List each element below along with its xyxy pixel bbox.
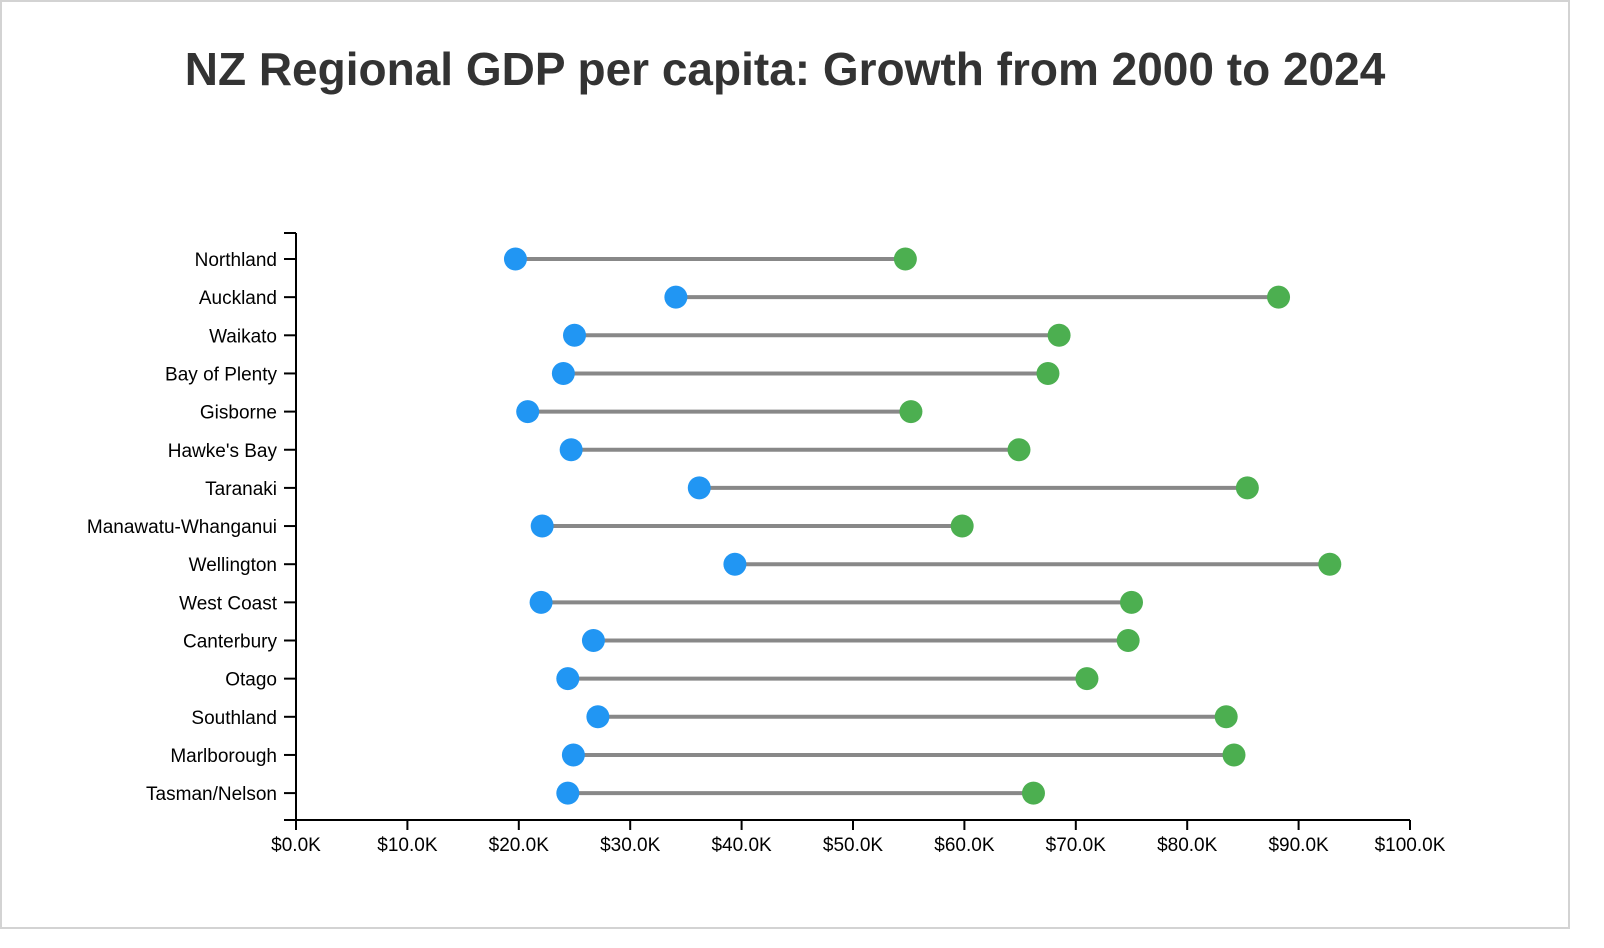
x-tick-label: $50.0K [823, 835, 884, 856]
end-point [1222, 743, 1246, 767]
start-point [503, 247, 527, 271]
y-tick-label: Otago [225, 670, 277, 691]
start-point [516, 400, 540, 424]
start-point [556, 667, 580, 691]
y-tick-label: Canterbury [183, 632, 277, 653]
end-point [950, 514, 974, 538]
end-point [1116, 629, 1140, 652]
x-tick-label: $10.0K [377, 835, 438, 856]
start-point [530, 514, 554, 538]
end-point [1036, 361, 1060, 385]
end-point [1047, 323, 1071, 347]
start-point [551, 361, 575, 385]
start-point [563, 323, 586, 347]
x-tick-label: $0.0K [271, 835, 321, 856]
end-point [893, 247, 917, 271]
end-point [1235, 476, 1259, 500]
x-tick-label: $90.0K [1268, 835, 1329, 856]
y-tick-label: Waikato [209, 326, 277, 347]
y-tick-label: Marlborough [170, 746, 277, 767]
y-tick-label: Southland [191, 708, 277, 729]
start-point [559, 438, 583, 462]
chart-marks [503, 247, 1342, 805]
start-point [664, 285, 688, 309]
start-point [581, 629, 605, 652]
end-point [1007, 438, 1031, 462]
x-tick-label: $40.0K [711, 835, 772, 856]
start-point [561, 743, 585, 767]
chart-title: NZ Regional GDP per capita: Growth from … [184, 43, 1386, 95]
start-point [529, 590, 553, 614]
x-tick-label: $70.0K [1046, 835, 1107, 856]
axes: $0.0K $10.0K $20.0K $30.0K $40.0K $50.0K $60.0… [87, 232, 1446, 856]
start-point [556, 781, 580, 805]
y-tick-label: Taranaki [205, 479, 277, 500]
chart-frame: NZ Regional GDP per capita: Growth from … [0, 0, 1570, 929]
x-tick-label: $100.0K [1375, 835, 1446, 856]
end-point [1075, 667, 1099, 691]
x-tick-label: $60.0K [934, 835, 995, 856]
y-tick-label: Northland [195, 250, 277, 271]
start-point [723, 552, 747, 576]
y-tick-label: Gisborne [200, 403, 277, 424]
end-point [1267, 285, 1291, 309]
y-tick-label: Bay of Plenty [165, 364, 277, 385]
y-tick-label: West Coast [179, 593, 278, 614]
y-tick-label: Wellington [189, 555, 277, 576]
end-point [1021, 781, 1045, 805]
end-point [1318, 552, 1342, 576]
start-point [586, 705, 610, 729]
y-tick-label: Tasman/Nelson [146, 784, 277, 805]
x-tick-label: $30.0K [600, 835, 661, 856]
end-point [899, 400, 923, 424]
x-tick-label: $20.0K [489, 835, 550, 856]
y-tick-label: Hawke's Bay [168, 441, 278, 462]
end-point [1214, 705, 1238, 729]
start-point [687, 476, 711, 500]
x-tick-label: $80.0K [1157, 835, 1218, 856]
y-tick-label: Manawatu-Whanganui [87, 517, 277, 538]
y-tick-label: Auckland [199, 288, 277, 309]
end-point [1120, 590, 1143, 614]
